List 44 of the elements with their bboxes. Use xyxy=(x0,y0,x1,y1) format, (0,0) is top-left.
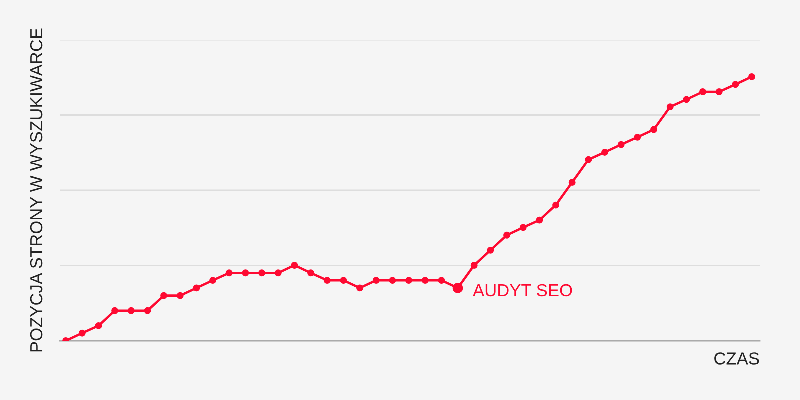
point xyxy=(340,277,348,284)
point xyxy=(308,270,314,277)
point xyxy=(112,307,119,314)
point xyxy=(650,126,658,134)
point xyxy=(520,224,527,232)
point xyxy=(389,277,396,284)
point xyxy=(470,262,478,269)
point xyxy=(78,330,86,337)
point xyxy=(406,277,412,284)
point xyxy=(748,73,756,80)
point xyxy=(568,179,576,186)
point xyxy=(226,270,233,277)
point xyxy=(585,156,592,164)
point xyxy=(258,270,266,277)
point xyxy=(193,284,200,292)
point xyxy=(700,88,706,96)
point xyxy=(324,277,331,284)
point xyxy=(291,262,298,269)
point xyxy=(210,277,217,284)
point xyxy=(95,322,102,330)
point xyxy=(356,284,364,292)
point xyxy=(128,307,135,314)
point xyxy=(666,104,674,111)
point xyxy=(683,96,690,104)
x-axis-title: CZAS xyxy=(714,352,760,365)
point xyxy=(274,270,282,277)
y-axis-title: POZYCJA STRONY W WYSZUKIWARCE xyxy=(30,28,43,352)
point xyxy=(438,277,446,284)
point xyxy=(536,216,544,224)
point xyxy=(732,81,740,88)
point xyxy=(242,270,250,277)
point xyxy=(504,232,510,239)
point xyxy=(372,277,380,284)
point xyxy=(716,88,723,96)
point xyxy=(602,149,608,156)
point xyxy=(618,141,625,148)
point xyxy=(160,292,168,300)
point xyxy=(144,307,152,314)
point xyxy=(552,202,560,209)
annotation: AUDYT SEO xyxy=(473,284,572,297)
point xyxy=(487,246,494,254)
point xyxy=(634,134,642,141)
point xyxy=(422,277,429,284)
point xyxy=(176,292,184,300)
